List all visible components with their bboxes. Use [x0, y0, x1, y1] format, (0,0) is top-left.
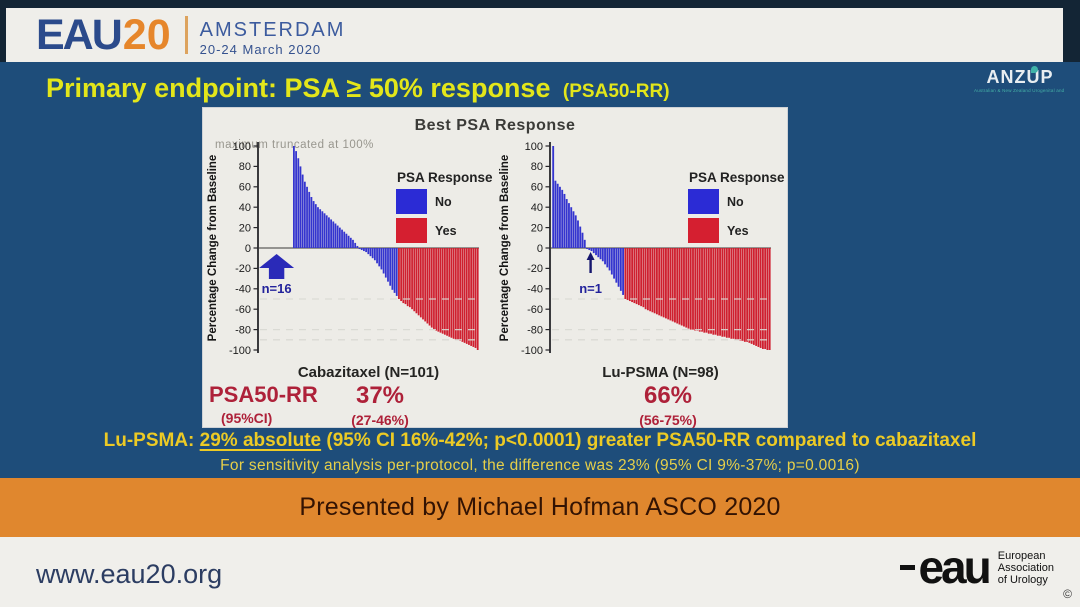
svg-text:40: 40	[239, 202, 251, 214]
truncation-note: maximum truncated at 100%	[215, 139, 374, 151]
eau-logo-dash	[900, 565, 916, 571]
svg-text:Lu-PSMA (N=98): Lu-PSMA (N=98)	[602, 364, 719, 381]
svg-text:Percentage Change from Baselin: Percentage Change from Baseline	[499, 155, 511, 342]
lupsma-psa50-ci: (56-75%)	[639, 412, 697, 428]
eau-org-name: European Association of Urology	[998, 550, 1054, 586]
header-right-sliver	[1063, 8, 1080, 62]
eau-logo-word: eau	[918, 541, 991, 593]
finding-underlined: 29% absolute	[199, 430, 322, 451]
cabazitaxel-stat: 37% (27-46%)	[310, 382, 450, 428]
congress-city: AMSTERDAM	[199, 19, 346, 41]
svg-text:-40: -40	[235, 284, 251, 296]
cabazitaxel-psa50-ci: (27-46%)	[351, 412, 409, 428]
finding-suffix: (95% CI 16%-42%; p<0.0001) greater PSA50…	[321, 430, 977, 451]
svg-text:-60: -60	[527, 304, 543, 316]
svg-text:20: 20	[531, 222, 543, 234]
svg-text:0: 0	[245, 243, 251, 255]
svg-text:60: 60	[239, 182, 251, 194]
finding-line-2: For sensitivity analysis per-protocol, t…	[220, 457, 860, 474]
svg-text:Yes: Yes	[727, 224, 749, 238]
svg-text:-100: -100	[229, 345, 251, 357]
legend-title: PSA Response	[397, 170, 493, 185]
svg-text:n=1: n=1	[579, 281, 602, 296]
congress-city-block: AMSTERDAM 20-24 March 2020	[200, 13, 346, 57]
header-left-sliver	[0, 8, 6, 62]
svg-text:-80: -80	[527, 324, 543, 336]
presenter-band: Presented by Michael Hofman ASCO 2020	[0, 478, 1080, 537]
eau-logo-20: 20	[122, 10, 171, 59]
slide-title-sub: (PSA50-RR)	[562, 81, 670, 102]
slide-body: Primary endpoint: PSA ≥ 50% response (PS…	[0, 62, 1080, 478]
anzup-logo: ANZUP Australian & New Zealand Urogenita…	[974, 66, 1066, 93]
top-border-strip	[0, 0, 1080, 8]
svg-text:20: 20	[239, 222, 251, 234]
chart-panel: Best PSA Response maximum truncated at 1…	[203, 108, 787, 428]
svg-text:-80: -80	[235, 324, 251, 336]
eau-association-logo: eau European Association of Urology	[900, 541, 1054, 593]
eau20-logo: EAU 20 AMSTERDAM 20-24 March 2020	[36, 13, 345, 57]
slide-title-main: Primary endpoint: PSA ≥ 50% response	[46, 73, 551, 103]
psa50-stats-row: PSA50-RR (95%CI) 37% (27-46%) 66% (56-75…	[203, 382, 787, 428]
finding-line-1: Lu-PSMA: 29% absolute (95% CI 16%-42%; p…	[0, 430, 1080, 452]
svg-text:Cabazitaxel (N=101): Cabazitaxel (N=101)	[298, 364, 439, 381]
chart-panel-title: Best PSA Response	[414, 117, 576, 134]
anzup-name: ANZUP	[986, 67, 1054, 87]
footer-band: www.eau20.org eau European Association o…	[0, 537, 1080, 607]
lupsma-psa50-value: 66%	[643, 382, 693, 409]
svg-text:100: 100	[525, 141, 543, 153]
svg-text:Yes: Yes	[435, 224, 457, 238]
lupsma-stat: 66% (56-75%)	[598, 382, 738, 428]
slide-title: Primary endpoint: PSA ≥ 50% response (PS…	[46, 73, 670, 104]
svg-text:Percentage Change from Baselin: Percentage Change from Baseline	[207, 155, 219, 342]
svg-text:-20: -20	[235, 263, 251, 275]
eau20-url: www.eau20.org	[36, 559, 223, 589]
svg-text:-40: -40	[527, 284, 543, 296]
logo-separator	[184, 16, 188, 54]
anzup-leaf-icon	[1031, 66, 1038, 73]
svg-text:No: No	[727, 195, 744, 209]
svg-text:n=16: n=16	[262, 281, 292, 296]
eau-org-line-2: Association	[997, 561, 1054, 574]
svg-text:100: 100	[233, 141, 251, 153]
ci-label: (95%CI)	[221, 410, 273, 426]
svg-text:No: No	[435, 195, 452, 209]
congress-dates: 20-24 March 2020	[199, 42, 322, 57]
eau-logo-text: EAU	[36, 10, 123, 59]
copyright-mark: ©	[1063, 587, 1072, 601]
svg-text:-100: -100	[521, 345, 543, 357]
svg-text:60: 60	[531, 182, 543, 194]
svg-text:-60: -60	[235, 304, 251, 316]
svg-text:40: 40	[531, 202, 543, 214]
legend-title: PSA Response	[689, 170, 785, 185]
eau-org-line-3: of Urology	[997, 573, 1048, 586]
svg-text:-20: -20	[527, 263, 543, 275]
header-band: EAU 20 AMSTERDAM 20-24 March 2020	[0, 8, 1080, 62]
finding-prefix: Lu-PSMA:	[103, 430, 200, 451]
svg-text:80: 80	[531, 161, 543, 173]
psa50-rr-label: PSA50-RR	[209, 382, 318, 407]
waterfall-chart-cabazitaxel: 100 80 60 40 20 0 -20 -40 -60 -80 -100 Percentage C…	[207, 141, 493, 381]
svg-text:0: 0	[537, 243, 543, 255]
presenter-text: Presented by Michael Hofman ASCO 2020	[299, 493, 781, 521]
svg-text:80: 80	[239, 161, 251, 173]
eau-org-line-1: European	[997, 549, 1046, 562]
waterfall-chart-lupsma: 100 80 60 40 20 0 -20 -40 -60 -80 -100 Percentage C…	[499, 141, 785, 381]
cabazitaxel-psa50-value: 37%	[355, 382, 405, 409]
anzup-tagline: Australian & New Zealand Urogenital and …	[974, 87, 1066, 93]
